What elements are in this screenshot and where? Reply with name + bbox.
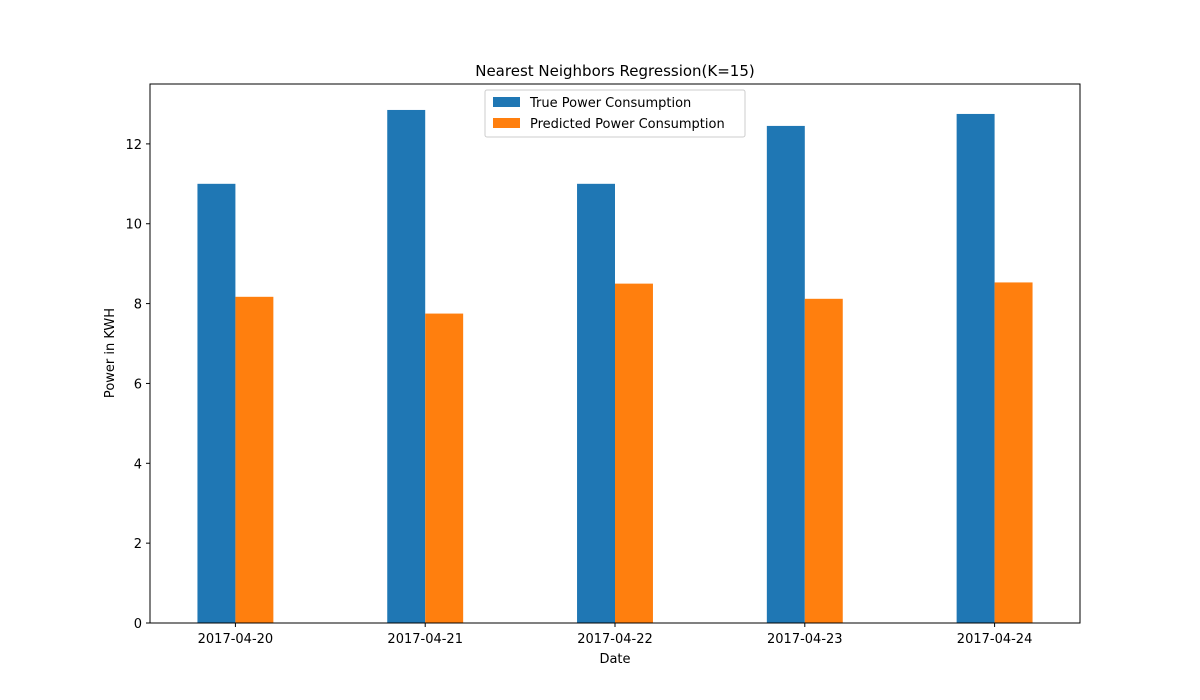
x-tick-label-2017-04-20: 2017-04-20 [198, 632, 274, 647]
bar-true-power-consumption-2017-04-22 [577, 183, 615, 623]
x-tick-label-2017-04-23: 2017-04-23 [767, 632, 843, 647]
legend: True Power Consumption Predicted Power C… [484, 89, 746, 138]
x-axis-label: Date [599, 652, 630, 667]
legend-label-true: True Power Consumption [529, 96, 691, 111]
chart-title: Nearest Neighbors Regression(K=15) [475, 62, 755, 80]
bar-true-power-consumption-2017-04-20 [197, 183, 236, 623]
legend-swatch-predicted [493, 118, 520, 128]
bar-true-power-consumption-2017-04-23 [766, 125, 805, 623]
legend-box [484, 89, 746, 138]
legend-label-predicted: Predicted Power Consumption [530, 117, 725, 132]
y-tick-label-10: 10 [125, 218, 142, 233]
y-axis-label: Power in KWH [103, 308, 118, 398]
y-tick-label-4: 4 [134, 457, 142, 472]
bar-predicted-power-consumption-2017-04-22 [615, 283, 653, 623]
y-tick-label-0: 0 [134, 617, 142, 632]
y-tick-label-12: 12 [125, 138, 142, 153]
x-tick-label-2017-04-21: 2017-04-21 [387, 632, 463, 647]
bar-predicted-power-consumption-2017-04-20 [235, 296, 274, 623]
y-tick-label-6: 6 [134, 377, 142, 392]
bar-predicted-power-consumption-2017-04-21 [425, 313, 464, 623]
legend-swatch-true [493, 97, 520, 107]
y-tick-label-8: 8 [134, 298, 142, 313]
x-tick-label-2017-04-22: 2017-04-22 [577, 632, 653, 647]
bar-predicted-power-consumption-2017-04-24 [994, 282, 1033, 623]
x-tick-label-2017-04-24: 2017-04-24 [957, 632, 1033, 647]
bars-group [197, 109, 1033, 624]
bar-true-power-consumption-2017-04-24 [956, 113, 995, 623]
x-axis: 2017-04-20 2017-04-21 2017-04-22 2017-04-23… [198, 623, 1033, 647]
y-tick-label-2: 2 [134, 537, 142, 552]
bar-predicted-power-consumption-2017-04-23 [804, 298, 843, 623]
bar-true-power-consumption-2017-04-21 [387, 109, 426, 624]
y-axis: 0 2 4 6 8 10 12 [125, 138, 150, 632]
